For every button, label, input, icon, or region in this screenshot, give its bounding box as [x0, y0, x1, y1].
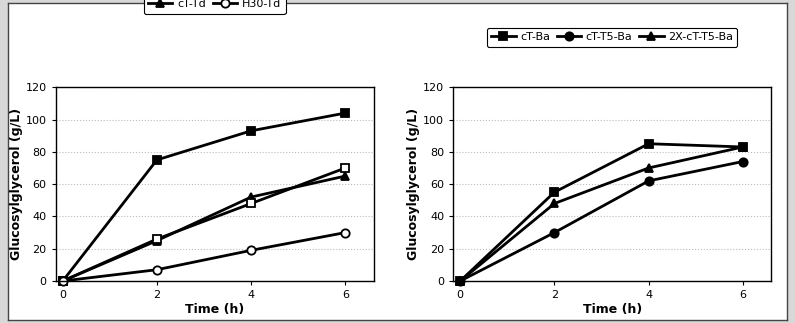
cT-T5-Ba	[738, 160, 747, 163]
Line: cT-Ac: cT-Ac	[59, 109, 350, 285]
X-axis label: Time (h): Time (h)	[185, 303, 244, 316]
cT-Ac	[58, 279, 68, 283]
cT-T5-Ba	[549, 231, 559, 234]
H30-Ac	[246, 202, 256, 205]
cT-Ba	[738, 145, 747, 149]
H30-Ac	[340, 166, 350, 170]
Line: H30-Ac: H30-Ac	[59, 164, 350, 285]
H30-Td	[152, 268, 161, 272]
2X-cT-T5-Ba	[644, 166, 653, 170]
Legend: cT-Ba, cT-T5-Ba, 2X-cT-T5-Ba: cT-Ba, cT-T5-Ba, 2X-cT-T5-Ba	[487, 28, 738, 47]
cT-Td	[152, 239, 161, 243]
cT-Td	[58, 279, 68, 283]
2X-cT-T5-Ba	[738, 145, 747, 149]
cT-T5-Ba	[644, 179, 653, 183]
H30-Td	[246, 248, 256, 252]
cT-Ba	[549, 190, 559, 194]
Legend: cT-Ac, cT-Td, H30-Ac, H30-Td: cT-Ac, cT-Td, H30-Ac, H30-Td	[144, 0, 285, 14]
cT-Ba	[644, 142, 653, 146]
Y-axis label: Glucosylglycerol (g/L): Glucosylglycerol (g/L)	[407, 108, 421, 260]
X-axis label: Time (h): Time (h)	[583, 303, 642, 316]
cT-Td	[246, 195, 256, 199]
H30-Ac	[58, 279, 68, 283]
2X-cT-T5-Ba	[549, 202, 559, 205]
Y-axis label: Glucosylglycerol (g/L): Glucosylglycerol (g/L)	[10, 108, 23, 260]
Line: cT-Ba: cT-Ba	[456, 140, 747, 285]
H30-Td	[340, 231, 350, 234]
Line: cT-Td: cT-Td	[59, 172, 350, 285]
cT-Ac	[246, 129, 256, 133]
cT-T5-Ba	[456, 279, 465, 283]
Line: cT-T5-Ba: cT-T5-Ba	[456, 157, 747, 285]
cT-Ba	[456, 279, 465, 283]
cT-Ac	[152, 158, 161, 162]
2X-cT-T5-Ba	[456, 279, 465, 283]
cT-Ac	[340, 111, 350, 115]
H30-Td	[58, 279, 68, 283]
Line: 2X-cT-T5-Ba: 2X-cT-T5-Ba	[456, 143, 747, 285]
cT-Td	[340, 174, 350, 178]
Line: H30-Td: H30-Td	[59, 228, 350, 285]
H30-Ac	[152, 237, 161, 241]
